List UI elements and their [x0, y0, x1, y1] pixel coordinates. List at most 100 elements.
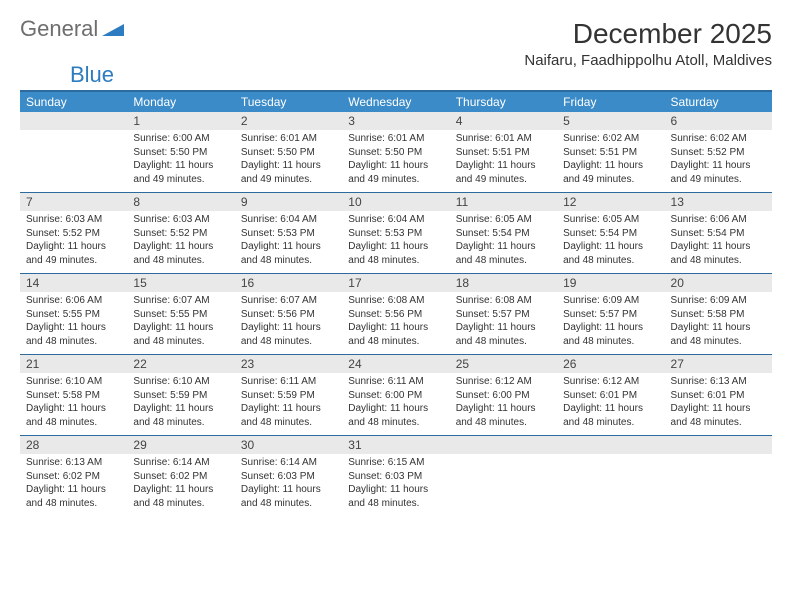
- day-detail-line: Sunset: 5:56 PM: [241, 308, 336, 322]
- calendar-day-cell: 15Sunrise: 6:07 AMSunset: 5:55 PMDayligh…: [127, 274, 234, 355]
- date-number: 11: [450, 193, 557, 211]
- day-detail-line: Sunset: 6:00 PM: [456, 389, 551, 403]
- weekday-header: Sunday: [20, 91, 127, 112]
- calendar-day-cell: 16Sunrise: 6:07 AMSunset: 5:56 PMDayligh…: [235, 274, 342, 355]
- date-number: 31: [342, 436, 449, 454]
- calendar-day-cell: 9Sunrise: 6:04 AMSunset: 5:53 PMDaylight…: [235, 193, 342, 274]
- day-detail-line: Sunrise: 6:01 AM: [456, 132, 551, 146]
- calendar-week-row: 7Sunrise: 6:03 AMSunset: 5:52 PMDaylight…: [20, 193, 772, 274]
- date-number: 2: [235, 112, 342, 130]
- month-title: December 2025: [524, 18, 772, 50]
- date-number: 10: [342, 193, 449, 211]
- calendar-body: 1Sunrise: 6:00 AMSunset: 5:50 PMDaylight…: [20, 112, 772, 516]
- calendar-day-cell: [557, 436, 664, 517]
- brand-logo: General Blue: [20, 18, 130, 82]
- day-detail-line: Sunset: 5:57 PM: [563, 308, 658, 322]
- day-detail-line: Daylight: 11 hours and 48 minutes.: [241, 402, 336, 429]
- day-detail-line: Daylight: 11 hours and 48 minutes.: [563, 240, 658, 267]
- day-detail-line: Sunset: 5:52 PM: [671, 146, 766, 160]
- day-detail-line: Daylight: 11 hours and 49 minutes.: [241, 159, 336, 186]
- weekday-header: Thursday: [450, 91, 557, 112]
- day-detail-line: Sunset: 5:50 PM: [241, 146, 336, 160]
- page-header: General Blue December 2025 Naifaru, Faad…: [20, 18, 772, 82]
- day-details: [20, 130, 127, 186]
- day-detail-line: Daylight: 11 hours and 48 minutes.: [456, 240, 551, 267]
- calendar-week-row: 14Sunrise: 6:06 AMSunset: 5:55 PMDayligh…: [20, 274, 772, 355]
- calendar-day-cell: 27Sunrise: 6:13 AMSunset: 6:01 PMDayligh…: [665, 355, 772, 436]
- calendar-day-cell: 22Sunrise: 6:10 AMSunset: 5:59 PMDayligh…: [127, 355, 234, 436]
- location-label: Naifaru, Faadhippolhu Atoll, Maldives: [524, 52, 772, 69]
- day-details: Sunrise: 6:13 AMSunset: 6:02 PMDaylight:…: [20, 454, 127, 516]
- day-detail-line: Sunrise: 6:11 AM: [348, 375, 443, 389]
- day-details: Sunrise: 6:04 AMSunset: 5:53 PMDaylight:…: [235, 211, 342, 273]
- date-number: 20: [665, 274, 772, 292]
- calendar-day-cell: 14Sunrise: 6:06 AMSunset: 5:55 PMDayligh…: [20, 274, 127, 355]
- day-detail-line: Sunrise: 6:01 AM: [348, 132, 443, 146]
- day-detail-line: Daylight: 11 hours and 49 minutes.: [671, 159, 766, 186]
- day-detail-line: Sunrise: 6:04 AM: [241, 213, 336, 227]
- calendar-week-row: 21Sunrise: 6:10 AMSunset: 5:58 PMDayligh…: [20, 355, 772, 436]
- day-details: Sunrise: 6:01 AMSunset: 5:51 PMDaylight:…: [450, 130, 557, 192]
- calendar-day-cell: 12Sunrise: 6:05 AMSunset: 5:54 PMDayligh…: [557, 193, 664, 274]
- day-detail-line: Sunset: 6:02 PM: [26, 470, 121, 484]
- date-number: 14: [20, 274, 127, 292]
- day-details: Sunrise: 6:03 AMSunset: 5:52 PMDaylight:…: [20, 211, 127, 273]
- day-detail-line: Daylight: 11 hours and 48 minutes.: [133, 321, 228, 348]
- day-detail-line: Daylight: 11 hours and 49 minutes.: [133, 159, 228, 186]
- empty-date: [450, 436, 557, 454]
- day-detail-line: Daylight: 11 hours and 48 minutes.: [26, 402, 121, 429]
- calendar-week-row: 1Sunrise: 6:00 AMSunset: 5:50 PMDaylight…: [20, 112, 772, 193]
- weekday-header: Monday: [127, 91, 234, 112]
- day-detail-line: Sunset: 5:58 PM: [671, 308, 766, 322]
- day-detail-line: Daylight: 11 hours and 48 minutes.: [671, 240, 766, 267]
- brand-blue: Blue: [70, 64, 114, 86]
- day-detail-line: Sunrise: 6:14 AM: [133, 456, 228, 470]
- day-details: [557, 454, 664, 510]
- date-number: 26: [557, 355, 664, 373]
- calendar-day-cell: 2 Sunrise: 6:01 AMSunset: 5:50 PMDaylight…: [235, 112, 342, 193]
- calendar-day-cell: [665, 436, 772, 517]
- day-detail-line: Daylight: 11 hours and 49 minutes.: [456, 159, 551, 186]
- calendar-day-cell: [20, 112, 127, 193]
- day-details: Sunrise: 6:12 AMSunset: 6:00 PMDaylight:…: [450, 373, 557, 435]
- day-details: Sunrise: 6:02 AMSunset: 5:52 PMDaylight:…: [665, 130, 772, 192]
- date-number: 25: [450, 355, 557, 373]
- calendar-day-cell: 26Sunrise: 6:12 AMSunset: 6:01 PMDayligh…: [557, 355, 664, 436]
- day-detail-line: Sunset: 5:53 PM: [241, 227, 336, 241]
- day-detail-line: Sunrise: 6:00 AM: [133, 132, 228, 146]
- day-details: Sunrise: 6:11 AMSunset: 6:00 PMDaylight:…: [342, 373, 449, 435]
- day-detail-line: Sunrise: 6:01 AM: [241, 132, 336, 146]
- calendar-day-cell: 20Sunrise: 6:09 AMSunset: 5:58 PMDayligh…: [665, 274, 772, 355]
- empty-date: [665, 436, 772, 454]
- day-details: Sunrise: 6:12 AMSunset: 6:01 PMDaylight:…: [557, 373, 664, 435]
- day-detail-line: Sunrise: 6:09 AM: [563, 294, 658, 308]
- day-detail-line: Sunset: 5:56 PM: [348, 308, 443, 322]
- day-details: Sunrise: 6:00 AMSunset: 5:50 PMDaylight:…: [127, 130, 234, 192]
- day-detail-line: Sunrise: 6:10 AM: [26, 375, 121, 389]
- day-detail-line: Sunset: 5:55 PM: [26, 308, 121, 322]
- day-detail-line: Sunset: 5:51 PM: [456, 146, 551, 160]
- date-number: 28: [20, 436, 127, 454]
- day-details: Sunrise: 6:05 AMSunset: 5:54 PMDaylight:…: [557, 211, 664, 273]
- day-detail-line: Sunrise: 6:09 AM: [671, 294, 766, 308]
- date-number: 19: [557, 274, 664, 292]
- day-detail-line: Sunrise: 6:15 AM: [348, 456, 443, 470]
- brand-general: General: [20, 18, 98, 40]
- empty-date: [20, 112, 127, 130]
- day-detail-line: Sunset: 6:02 PM: [133, 470, 228, 484]
- day-detail-line: Daylight: 11 hours and 48 minutes.: [456, 402, 551, 429]
- day-detail-line: Daylight: 11 hours and 48 minutes.: [26, 483, 121, 510]
- day-detail-line: Sunrise: 6:14 AM: [241, 456, 336, 470]
- day-detail-line: Daylight: 11 hours and 48 minutes.: [563, 402, 658, 429]
- day-details: [450, 454, 557, 510]
- day-details: Sunrise: 6:11 AMSunset: 5:59 PMDaylight:…: [235, 373, 342, 435]
- calendar-day-cell: 17Sunrise: 6:08 AMSunset: 5:56 PMDayligh…: [342, 274, 449, 355]
- date-number: 17: [342, 274, 449, 292]
- date-number: 7: [20, 193, 127, 211]
- day-details: Sunrise: 6:04 AMSunset: 5:53 PMDaylight:…: [342, 211, 449, 273]
- day-detail-line: Sunset: 5:50 PM: [133, 146, 228, 160]
- calendar-week-row: 28Sunrise: 6:13 AMSunset: 6:02 PMDayligh…: [20, 436, 772, 517]
- date-number: 1: [127, 112, 234, 130]
- date-number: 21: [20, 355, 127, 373]
- day-details: Sunrise: 6:14 AMSunset: 6:03 PMDaylight:…: [235, 454, 342, 516]
